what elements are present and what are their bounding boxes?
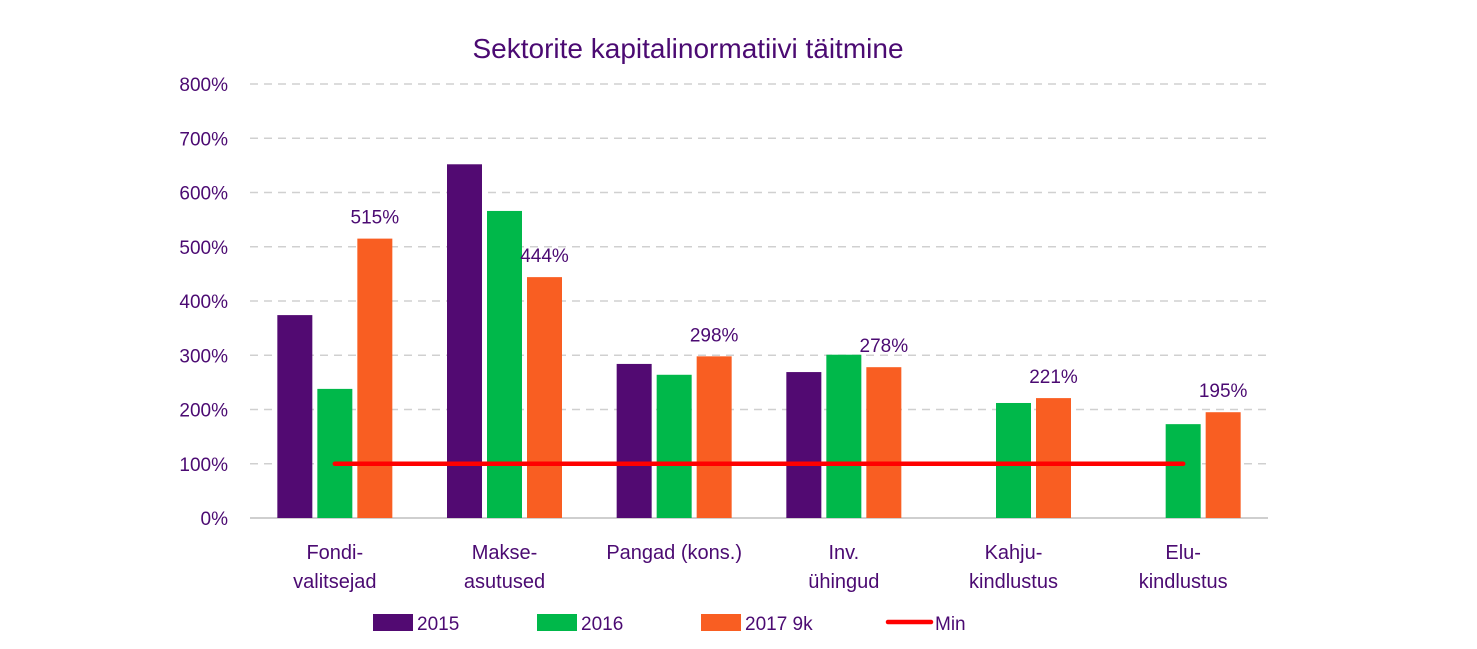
bar-2017-9k-5 — [1205, 412, 1241, 518]
bars — [277, 164, 1241, 519]
bar-2017-9k-4 — [1036, 398, 1071, 518]
y-tick-label: 300% — [179, 346, 228, 367]
legend-label: 2015 — [417, 614, 459, 635]
bar-2017-9k-1 — [527, 277, 562, 518]
y-tick-label: 0% — [201, 509, 229, 530]
category-label: Kahju- — [985, 542, 1043, 564]
category-label: Elu- — [1165, 542, 1201, 564]
category-label: asutused — [464, 571, 545, 593]
data-label: 278% — [860, 336, 909, 357]
data-label: 515% — [351, 208, 400, 229]
bar-2017-9k-2 — [696, 356, 732, 518]
category-label: kindlustus — [1139, 571, 1228, 593]
bar-2016-2 — [656, 374, 692, 518]
y-tick-label: 100% — [179, 455, 228, 476]
bar-2016-1 — [487, 210, 522, 518]
data-label: 221% — [1029, 367, 1078, 388]
bar-2016-4 — [996, 402, 1031, 518]
category-label: Fondi- — [306, 542, 363, 564]
bar-2016-5 — [1165, 424, 1201, 518]
category-label: Makse- — [472, 542, 538, 564]
bar-2015-3 — [786, 372, 822, 518]
category-labels: Fondi-valitsejad Makse-asutused Pangad (ko… — [293, 542, 1227, 593]
category-label: ühingud — [808, 571, 879, 593]
bar-2016-0 — [317, 388, 353, 518]
category-label: valitsejad — [293, 571, 376, 593]
y-tick-label: 200% — [179, 401, 228, 422]
bar-2017-9k-3 — [866, 367, 902, 518]
y-tick-label: 700% — [179, 129, 228, 150]
y-tick-label: 500% — [179, 238, 228, 259]
legend: 2015 2016 2017 9k Min — [373, 614, 966, 635]
legend-label: 2017 9k — [745, 614, 813, 635]
category-label: Pangad (kons.) — [606, 542, 742, 564]
data-label: 444% — [520, 246, 569, 267]
chart-title: Sektorite kapitalinormatiivi täitmine — [472, 33, 903, 64]
data-label: 195% — [1199, 381, 1248, 402]
y-tick-label: 800% — [179, 75, 228, 96]
bar-2015-1 — [447, 164, 482, 519]
category-label: kindlustus — [969, 571, 1058, 593]
data-labels: 515% 444% 298% 278% 221% 195% — [351, 208, 1248, 403]
bar-2015-2 — [616, 363, 652, 518]
legend-label: 2016 — [581, 614, 623, 635]
y-axis-ticks: 0% 100% 200% 300% 400% 500% 600% 700% 800% — [179, 75, 228, 530]
y-tick-label: 600% — [179, 184, 228, 205]
gridlines — [250, 83, 1268, 465]
legend-swatch-2017-9k — [701, 614, 741, 631]
legend-label: Min — [935, 614, 966, 635]
category-label: Inv. — [828, 542, 859, 564]
legend-swatch-2016 — [537, 614, 577, 631]
bar-2016-3 — [826, 354, 862, 518]
y-tick-label: 400% — [179, 292, 228, 313]
data-label: 298% — [690, 325, 739, 346]
legend-swatch-2015 — [373, 614, 413, 631]
bar-2017-9k-0 — [357, 238, 393, 519]
bar-2015-0 — [277, 315, 313, 518]
